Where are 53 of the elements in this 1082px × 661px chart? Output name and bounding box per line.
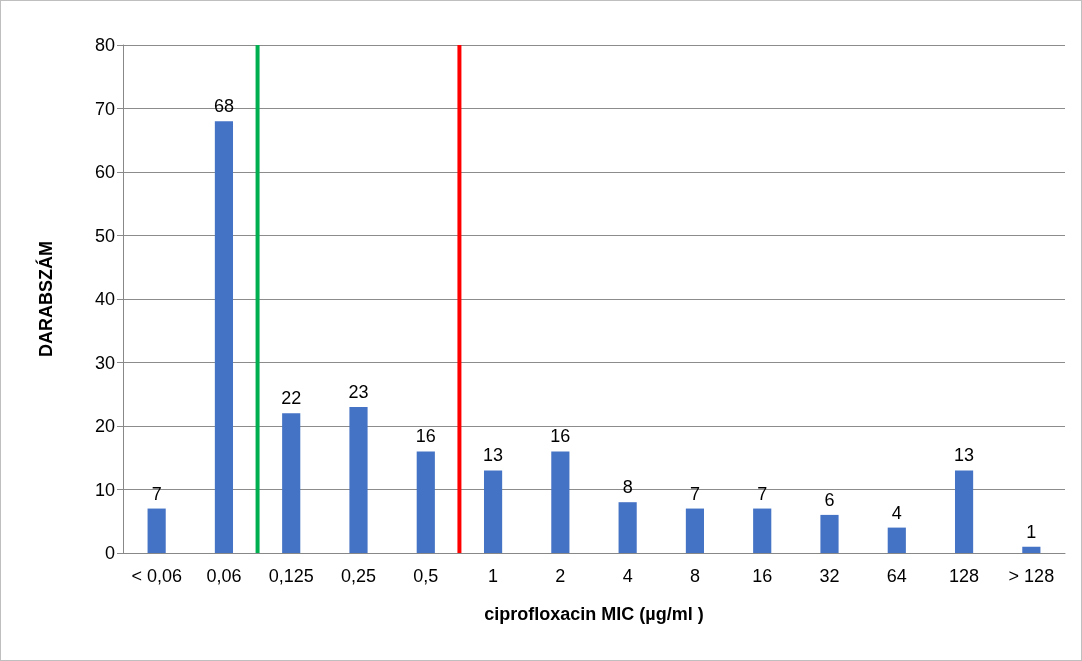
y-axis-title: DARABSZÁM — [35, 241, 56, 357]
data-label: 16 — [415, 426, 436, 447]
bar — [282, 413, 301, 553]
bar — [551, 451, 570, 553]
y-tick-label: 0 — [104, 543, 115, 563]
x-tick-label: 0,06 — [206, 566, 242, 586]
x-tick-label: 64 — [886, 566, 907, 586]
data-label: 7 — [757, 483, 768, 504]
bar — [954, 470, 974, 553]
bar — [349, 406, 368, 553]
data-label: 13 — [954, 445, 975, 466]
y-tick-label: 80 — [94, 35, 115, 55]
data-label: 7 — [151, 483, 162, 504]
y-tick-label: 30 — [94, 352, 115, 373]
bar — [618, 502, 637, 553]
bar — [483, 470, 503, 553]
data-label: 68 — [213, 96, 234, 117]
x-tick-label: 8 — [689, 566, 700, 586]
bar — [1022, 546, 1041, 553]
x-tick-label: 32 — [819, 566, 840, 586]
x-tick-label: 4 — [622, 566, 633, 586]
x-tick-label: 0,125 — [268, 566, 314, 586]
data-label: 13 — [483, 445, 504, 466]
bar — [887, 527, 906, 553]
data-label: 6 — [824, 489, 835, 510]
x-tick-label: 16 — [752, 566, 773, 586]
bar — [820, 514, 839, 553]
x-tick-label: 2 — [555, 566, 566, 586]
x-tick-label: < 0,06 — [131, 566, 182, 586]
data-label: 1 — [1026, 521, 1037, 542]
y-tick-label: 40 — [94, 289, 115, 309]
x-tick-label: 0,5 — [413, 566, 439, 586]
bar — [214, 121, 234, 553]
data-label: 8 — [622, 477, 633, 498]
bar — [416, 451, 435, 553]
x-axis-title: ciprofloxacin MIC (µg/ml ) — [484, 604, 704, 624]
data-label: 7 — [689, 483, 700, 504]
bar — [147, 508, 166, 553]
bar — [685, 508, 705, 553]
data-label: 16 — [550, 426, 571, 447]
x-tick-label: > 128 — [1008, 566, 1055, 586]
data-label: 22 — [281, 388, 302, 409]
y-tick-label: 60 — [94, 162, 115, 182]
y-tick-label: 70 — [94, 98, 115, 119]
y-tick-label: 50 — [94, 225, 115, 246]
data-label: 23 — [348, 381, 369, 402]
x-tick-label: 128 — [949, 566, 980, 586]
y-tick-label: 20 — [94, 416, 115, 436]
y-tick-label: 10 — [94, 479, 115, 500]
data-label: 4 — [891, 502, 902, 523]
x-tick-label: 1 — [488, 566, 499, 586]
bar — [753, 508, 772, 553]
x-tick-label: 0,25 — [340, 566, 377, 586]
